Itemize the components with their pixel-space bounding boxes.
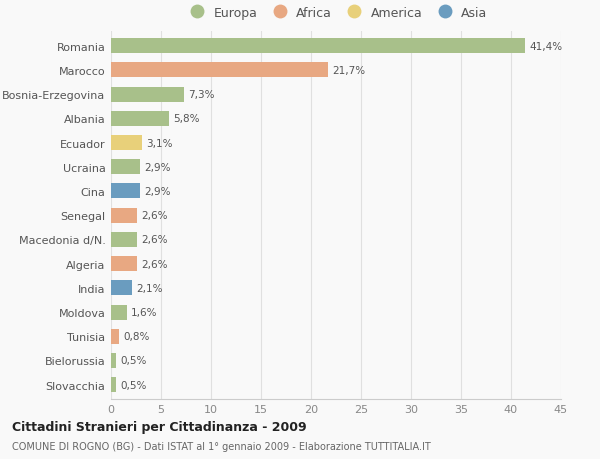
Bar: [111, 208, 137, 223]
Bar: [111, 160, 140, 175]
Text: 2,6%: 2,6%: [141, 211, 167, 221]
Text: 0,8%: 0,8%: [123, 331, 149, 341]
Text: 2,6%: 2,6%: [141, 259, 167, 269]
Bar: [111, 136, 142, 151]
Text: 41,4%: 41,4%: [529, 42, 562, 51]
Text: COMUNE DI ROGNO (BG) - Dati ISTAT al 1° gennaio 2009 - Elaborazione TUTTITALIA.I: COMUNE DI ROGNO (BG) - Dati ISTAT al 1° …: [12, 441, 431, 451]
Bar: [111, 353, 116, 368]
Text: 21,7%: 21,7%: [332, 66, 365, 76]
Bar: [111, 184, 140, 199]
Text: 7,3%: 7,3%: [188, 90, 215, 100]
Bar: [111, 63, 328, 78]
Text: 2,9%: 2,9%: [144, 162, 170, 173]
Text: 2,1%: 2,1%: [136, 283, 163, 293]
Bar: [111, 329, 119, 344]
Text: 0,5%: 0,5%: [120, 356, 146, 366]
Bar: [111, 39, 525, 54]
Text: 3,1%: 3,1%: [146, 138, 173, 148]
Text: 2,6%: 2,6%: [141, 235, 167, 245]
Bar: [111, 232, 137, 247]
Bar: [111, 377, 116, 392]
Bar: [111, 88, 184, 102]
Bar: [111, 257, 137, 272]
Text: 5,8%: 5,8%: [173, 114, 199, 124]
Bar: [111, 305, 127, 320]
Bar: [111, 112, 169, 127]
Text: 2,9%: 2,9%: [144, 186, 170, 196]
Text: 0,5%: 0,5%: [120, 380, 146, 390]
Legend: Europa, Africa, America, Asia: Europa, Africa, America, Asia: [182, 4, 490, 22]
Bar: [111, 281, 132, 296]
Text: 1,6%: 1,6%: [131, 308, 157, 317]
Text: Cittadini Stranieri per Cittadinanza - 2009: Cittadini Stranieri per Cittadinanza - 2…: [12, 420, 307, 433]
